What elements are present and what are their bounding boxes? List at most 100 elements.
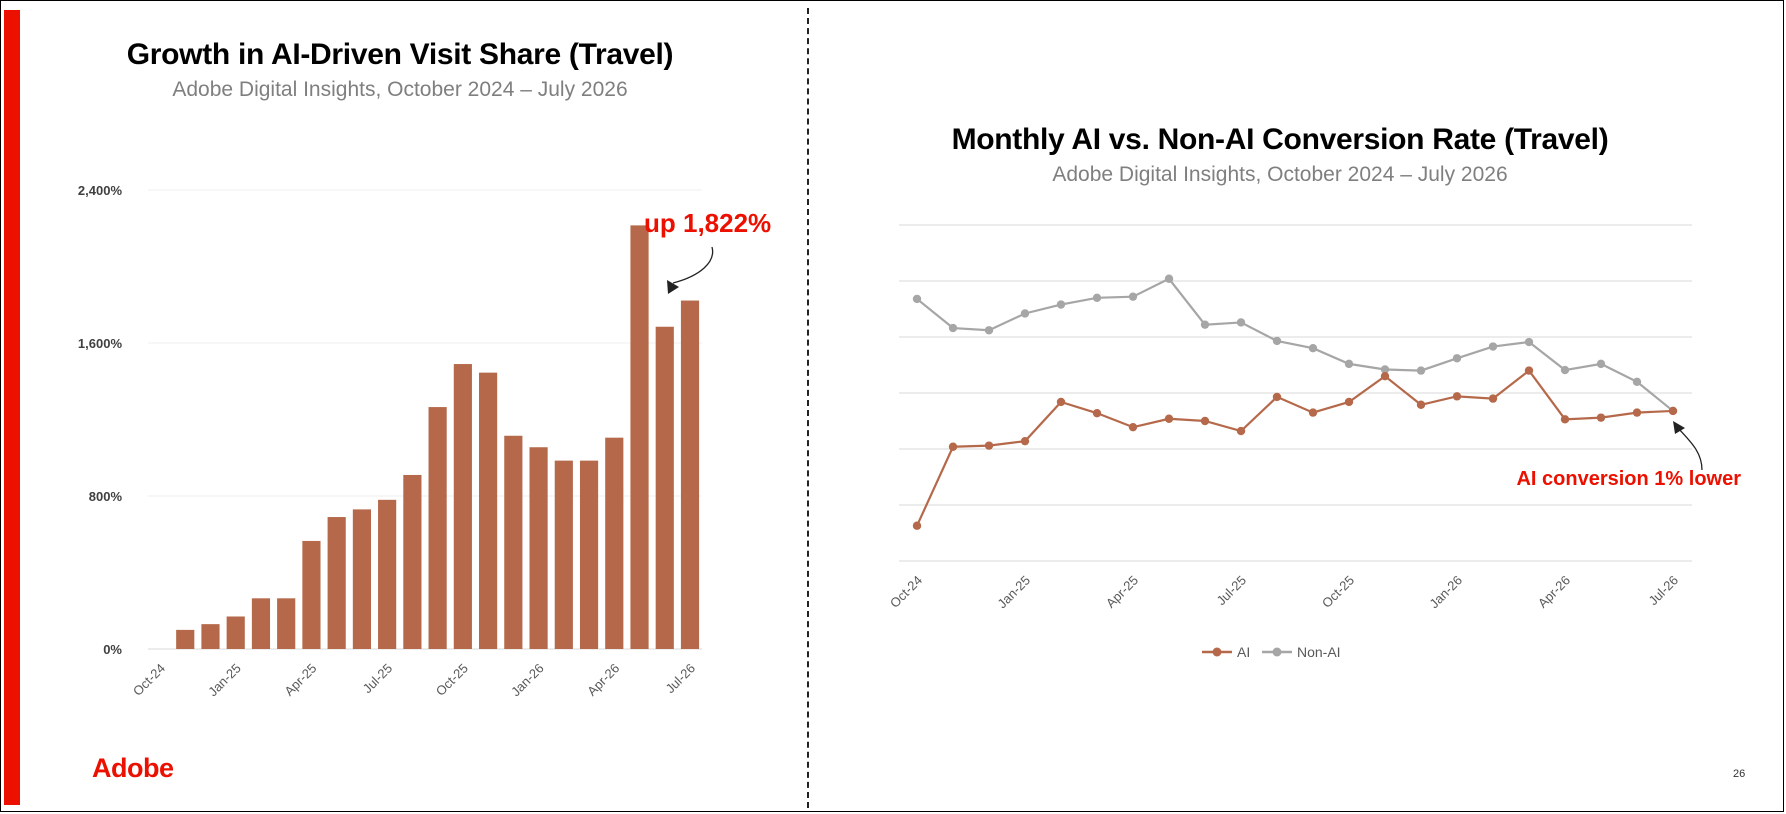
data-point-ai	[1128, 422, 1138, 432]
data-point-non-ai	[1308, 344, 1318, 353]
line-x-tick-label: Jan-26	[1426, 573, 1465, 612]
data-point-ai	[1236, 426, 1246, 436]
line-chart-series	[912, 274, 1678, 530]
bar	[327, 517, 346, 649]
bar-x-tick-label: Apr-26	[584, 661, 622, 699]
data-point-non-ai	[1056, 300, 1066, 309]
bar-x-tick-label: Oct-25	[433, 661, 471, 699]
bar	[655, 326, 674, 649]
line-x-tick-label: Oct-25	[1319, 573, 1357, 611]
data-point-ai	[1524, 366, 1534, 375]
page-number: 26	[1733, 768, 1746, 780]
bar-x-tick-label: Apr-25	[281, 661, 319, 699]
bar	[201, 624, 220, 649]
data-point-non-ai	[1236, 318, 1246, 327]
line-chart-grid	[899, 224, 1692, 562]
data-point-ai	[1632, 408, 1642, 417]
data-point-non-ai	[1020, 309, 1030, 318]
right-chart-title: Monthly AI vs. Non-AI Conversion Rate (T…	[951, 123, 1609, 156]
bar	[176, 629, 195, 649]
bar-x-tick-label: Oct-24	[130, 661, 168, 699]
bar	[403, 474, 422, 649]
bar	[352, 509, 371, 649]
bar-x-tick-label: Jan-26	[508, 661, 547, 700]
data-point-ai	[1200, 416, 1210, 426]
bar	[529, 447, 548, 649]
data-point-ai	[984, 441, 994, 450]
data-point-non-ai	[948, 323, 958, 333]
bar-chart-annotation: up 1,822%	[644, 208, 771, 238]
panel-divider	[807, 8, 809, 808]
data-point-non-ai	[1164, 274, 1174, 283]
data-point-non-ai	[1344, 359, 1354, 369]
line-annotation-arrowhead	[1673, 421, 1685, 434]
bar	[453, 364, 472, 649]
data-point-non-ai	[1416, 366, 1426, 375]
bar-x-tick-label: Jul-26	[662, 661, 698, 697]
line-x-tick-label: Oct-24	[887, 573, 925, 611]
bar-chart-bars	[176, 225, 700, 649]
data-point-ai	[1560, 415, 1570, 424]
data-point-non-ai	[1128, 292, 1138, 301]
bar	[251, 598, 271, 649]
series-line-non-ai	[916, 277, 1674, 412]
data-point-ai	[1056, 397, 1066, 407]
data-point-ai	[1416, 400, 1426, 409]
bar-chart-x-axis: Oct-24 Jan-25 Apr-25 Jul-25 Oct-25 Jan-26 Apr-…	[130, 661, 698, 700]
bar-annotation-arrow	[672, 246, 714, 284]
bar	[554, 460, 573, 649]
line-x-tick-label: Apr-26	[1535, 573, 1573, 611]
data-point-ai	[1344, 397, 1354, 407]
data-point-ai	[1488, 394, 1498, 403]
data-point-non-ai	[1560, 365, 1570, 375]
line-x-tick-label: Apr-25	[1103, 573, 1141, 611]
data-point-non-ai	[1524, 337, 1534, 347]
bar-chart-y-axis: 0% 800% 1,600% 2,400%	[78, 183, 123, 657]
data-point-non-ai	[1632, 377, 1642, 386]
data-point-non-ai	[1200, 320, 1210, 329]
bar-y-tick-label: 800%	[89, 489, 123, 504]
data-point-ai	[1380, 372, 1390, 381]
data-point-non-ai	[1092, 293, 1102, 302]
line-chart-legend: AI Non-AI	[1202, 644, 1341, 660]
bar-annotation-arrowhead	[667, 280, 679, 294]
data-point-ai	[1668, 406, 1678, 416]
bar	[504, 435, 523, 649]
bar	[428, 407, 447, 649]
bar	[226, 616, 245, 649]
bar	[630, 225, 649, 649]
data-point-ai	[1020, 436, 1030, 446]
bar	[378, 499, 397, 649]
data-point-ai	[1272, 392, 1282, 402]
bar-y-tick-label: 2,400%	[78, 183, 123, 198]
data-point-non-ai	[1272, 336, 1282, 346]
left-chart-title: Growth in AI-Driven Visit Share (Travel)	[126, 38, 674, 71]
bar	[277, 598, 296, 649]
brand-accent-bar	[4, 10, 20, 805]
data-point-ai	[1164, 414, 1174, 423]
right-chart-subtitle: Adobe Digital Insights, October 2024 – J…	[1052, 163, 1508, 186]
data-point-ai	[912, 521, 922, 530]
bar	[579, 460, 599, 649]
line-chart-x-axis: Oct-24 Jan-25 Apr-25 Jul-25 Oct-25 Jan-26 Apr-…	[887, 573, 1681, 612]
bar-y-tick-label: 1,600%	[78, 336, 123, 351]
data-point-non-ai	[984, 326, 994, 335]
left-chart-subtitle: Adobe Digital Insights, October 2024 – J…	[172, 78, 628, 101]
data-point-non-ai	[912, 294, 922, 304]
data-point-ai	[1308, 408, 1318, 417]
data-point-ai	[1596, 413, 1606, 422]
adobe-logo: Adobe	[92, 753, 174, 783]
line-x-tick-label: Jan-25	[994, 573, 1033, 612]
bar-y-tick-label: 0%	[103, 642, 122, 657]
data-point-non-ai	[1452, 354, 1462, 363]
bar-x-tick-label: Jul-25	[360, 661, 396, 697]
legend-label-non-ai: Non-AI	[1297, 644, 1341, 660]
bar	[302, 540, 321, 649]
bar-x-tick-label: Jan-25	[205, 661, 244, 700]
bar	[605, 437, 624, 649]
data-point-ai	[948, 442, 958, 451]
bar	[479, 372, 498, 649]
bar	[680, 300, 700, 649]
